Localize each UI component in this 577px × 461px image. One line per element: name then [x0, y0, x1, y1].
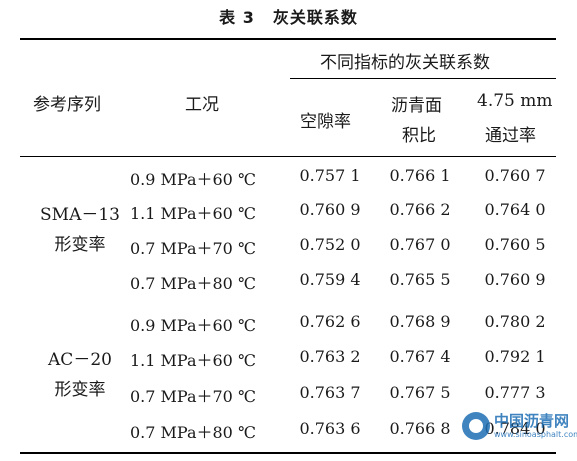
group-label-ac: AC－20 形变率: [20, 345, 140, 405]
cell-passing-rate: 0.792 1: [484, 347, 546, 366]
cell-void-ratio: 0.762 6: [299, 312, 361, 331]
table-row: 0.7 MPa＋80 ℃ 0.763 6 0.766 8 0.784 0: [0, 413, 577, 447]
watermark-url: www.sinoasphalt.com: [494, 430, 577, 439]
header-col2-line1: 沥青面: [391, 96, 442, 116]
cell-passing-rate: 0.777 3: [484, 383, 546, 402]
header-condition: 工况: [185, 95, 219, 115]
cell-void-ratio: 0.752 0: [299, 235, 361, 254]
table-row: 1.1 MPa＋60 ℃ 0.763 2 0.767 4 0.792 1: [0, 341, 577, 375]
cell-condition: 0.7 MPa＋80 ℃: [130, 423, 256, 442]
cell-asphalt-area: 0.767 4: [389, 347, 451, 366]
header-group: 不同指标的灰关联系数: [320, 53, 490, 73]
group-label-line1: SMA－13: [40, 205, 120, 225]
cell-condition: 1.1 MPa＋60 ℃: [130, 204, 256, 223]
header-col1: 空隙率: [300, 112, 351, 132]
cell-void-ratio: 0.763 2: [299, 347, 361, 366]
table-row: 0.7 MPa＋70 ℃ 0.763 7 0.767 5 0.777 3: [0, 377, 577, 411]
cell-void-ratio: 0.760 9: [299, 200, 361, 219]
table-title-text: 灰关联系数: [272, 8, 358, 27]
header-col3-line2: 通过率: [485, 126, 536, 146]
table-row: 0.7 MPa＋70 ℃ 0.752 0 0.767 0 0.760 5: [0, 229, 577, 263]
cell-condition: 0.7 MPa＋80 ℃: [130, 274, 256, 293]
bottom-rule: [20, 452, 556, 454]
header-bottom-rule: [20, 156, 556, 157]
header-ref-seq: 参考序列: [33, 95, 101, 115]
table-number: 表 3: [219, 8, 255, 27]
cell-condition: 0.9 MPa＋60 ℃: [130, 170, 256, 189]
header-col3-line1: 4.75 mm: [477, 91, 553, 111]
cell-asphalt-area: 0.766 2: [389, 200, 451, 219]
top-rule: [20, 38, 556, 40]
cell-asphalt-area: 0.767 5: [389, 383, 451, 402]
table-row: 0.9 MPa＋60 ℃ 0.762 6 0.768 9 0.780 2: [0, 306, 577, 340]
group-header-rule: [290, 78, 556, 79]
watermark: 中国沥青网 www.sinoasphalt.com: [462, 408, 577, 448]
watermark-logo-icon: [462, 412, 490, 440]
cell-passing-rate: 0.760 5: [484, 235, 546, 254]
group-label-line2: 形变率: [54, 235, 106, 255]
table-title: 表 3 灰关联系数: [0, 4, 577, 28]
cell-condition: 1.1 MPa＋60 ℃: [130, 351, 256, 370]
cell-condition: 0.9 MPa＋60 ℃: [130, 316, 256, 335]
cell-asphalt-area: 0.766 8: [389, 419, 451, 438]
cell-void-ratio: 0.763 6: [299, 419, 361, 438]
cell-asphalt-area: 0.768 9: [389, 312, 451, 331]
cell-void-ratio: 0.763 7: [299, 383, 361, 402]
cell-passing-rate: 0.784 0: [484, 419, 546, 438]
cell-condition: 0.7 MPa＋70 ℃: [130, 239, 256, 258]
table-row: 0.9 MPa＋60 ℃ 0.757 1 0.766 1 0.760 7: [0, 160, 577, 194]
table-row: 0.7 MPa＋80 ℃ 0.759 4 0.765 5 0.760 9: [0, 264, 577, 298]
cell-passing-rate: 0.760 9: [484, 270, 546, 289]
cell-void-ratio: 0.757 1: [299, 166, 361, 185]
cell-asphalt-area: 0.765 5: [389, 270, 451, 289]
header-col2-line2: 积比: [402, 126, 436, 146]
cell-passing-rate: 0.780 2: [484, 312, 546, 331]
cell-asphalt-area: 0.767 0: [389, 235, 451, 254]
cell-asphalt-area: 0.766 1: [389, 166, 451, 185]
group-label-line1: AC－20: [48, 350, 112, 370]
table-row: 1.1 MPa＋60 ℃ 0.760 9 0.766 2 0.764 0: [0, 194, 577, 228]
cell-condition: 0.7 MPa＋70 ℃: [130, 387, 256, 406]
cell-passing-rate: 0.760 7: [484, 166, 546, 185]
cell-passing-rate: 0.764 0: [484, 200, 546, 219]
group-label-sma: SMA－13 形变率: [20, 200, 140, 260]
group-label-line2: 形变率: [54, 380, 106, 400]
cell-void-ratio: 0.759 4: [299, 270, 361, 289]
watermark-name: 中国沥青网: [494, 412, 570, 430]
